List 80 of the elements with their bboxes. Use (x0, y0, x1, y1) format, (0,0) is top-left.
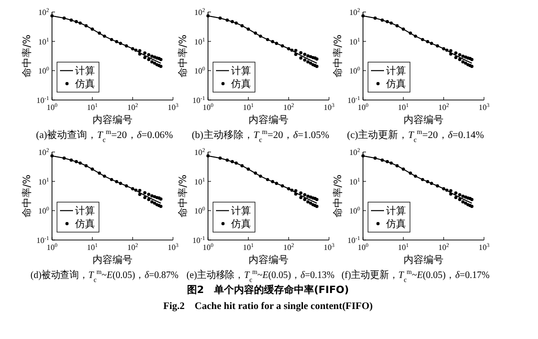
x-axis-title: 内容编号 (92, 114, 132, 126)
legend-label: 仿真 (74, 78, 95, 90)
x-tick-label: 10$^{0}$ (358, 103, 369, 112)
x-tick-label: 10$^{2}$ (438, 243, 450, 252)
x-axis-title: 内容编号 (92, 254, 132, 266)
text: (b)主动移除，T$_{c}$$^{m}$=20，δ=1.05% (192, 128, 330, 144)
y-tick-label: 10$^{-1}$ (36, 96, 50, 105)
y-tick-label: 10$^{1}$ (194, 37, 206, 46)
x-axis-title: 内容编号 (248, 254, 288, 266)
x-tick-label: 10$^{3}$ (324, 243, 335, 252)
y-tick-label: 10$^{-1}$ (347, 236, 360, 245)
legend-label: 计算 (75, 65, 95, 78)
x-tick-label: 10$^{1}$ (398, 103, 409, 112)
y-axis-title: 命中率/% (332, 34, 344, 78)
y-axis-title: 命中率/% (177, 174, 189, 218)
x-tick-label: 10$^{0}$ (46, 243, 58, 252)
legend-label: 计算 (231, 65, 251, 78)
y-tick-label: 10$^{0}$ (194, 66, 206, 76)
caption: 图2 单个内容的缓存命中率(FIFO) (187, 284, 349, 296)
y-axis-title: 命中率/% (177, 34, 189, 78)
x-tick-label: 10$^{3}$ (168, 243, 179, 252)
x-tick-label: 10$^{3}$ (478, 103, 490, 112)
x-tick-label: 10$^{0}$ (46, 103, 58, 112)
legend-label: 计算 (386, 65, 406, 78)
y-tick-label: 10$^{0}$ (349, 66, 360, 76)
x-tick-label: 10$^{0}$ (202, 243, 214, 252)
y-tick-label: 10$^{0}$ (38, 206, 50, 216)
y-tick-label: 10$^{-1}$ (192, 96, 206, 105)
x-axis-title: 内容编号 (404, 254, 444, 266)
y-axis-title: 命中率/% (21, 34, 33, 78)
legend-label: 计算 (386, 205, 406, 218)
x-tick-label: 10$^{1}$ (242, 243, 254, 252)
y-axis-title: 命中率/% (332, 174, 344, 218)
x-tick-label: 10$^{2}$ (283, 243, 294, 252)
y-tick-label: 10$^{1}$ (349, 37, 360, 46)
x-tick-label: 10$^{2}$ (127, 243, 138, 252)
legend-label: 计算 (75, 205, 95, 218)
y-tick-label: 10$^{2}$ (349, 148, 360, 157)
x-tick-label: 10$^{1}$ (398, 243, 409, 252)
y-axis-title: 命中率/% (21, 174, 33, 218)
y-tick-label: 10$^{1}$ (349, 177, 360, 186)
x-tick-label: 10$^{3}$ (168, 103, 179, 112)
x-tick-label: 10$^{2}$ (127, 103, 138, 112)
legend-label: 仿真 (230, 218, 251, 230)
y-tick-label: 10$^{2}$ (194, 8, 206, 17)
x-tick-label: 10$^{1}$ (242, 103, 254, 112)
y-tick-label: 10$^{-1}$ (192, 236, 206, 245)
chart-title: (d)被动查询，T$_{c}$$^{m}$~E(0.05)，δ=0.87% (30, 268, 180, 284)
caption: Fig.2 Cache hit ratio for a single content(FIFO) (163, 301, 373, 312)
text: (a)被动查询，T$_{c}$$^{m}$=20，δ=0.06% (36, 128, 174, 144)
x-tick-label: 10$^{3}$ (324, 103, 335, 112)
y-tick-label: 10$^{0}$ (194, 206, 206, 216)
y-tick-label: 10$^{1}$ (38, 177, 50, 186)
legend-label: 仿真 (230, 78, 251, 90)
x-tick-label: 10$^{2}$ (438, 103, 450, 112)
chart-title: (e)主动移除，T$_{c}$$^{m}$~E(0.05)，δ=0.13% (186, 268, 336, 284)
y-tick-label: 10$^{1}$ (38, 37, 50, 46)
y-tick-label: 10$^{2}$ (38, 8, 50, 17)
y-tick-label: 10$^{2}$ (349, 8, 360, 17)
x-tick-label: 10$^{0}$ (358, 243, 369, 252)
legend-label: 计算 (231, 205, 251, 218)
y-tick-label: 10$^{1}$ (194, 177, 206, 186)
x-tick-label: 10$^{0}$ (202, 103, 214, 112)
x-tick-label: 10$^{1}$ (86, 243, 98, 252)
x-tick-label: 10$^{1}$ (86, 103, 98, 112)
legend-label: 仿真 (385, 78, 406, 90)
y-tick-label: 10$^{0}$ (38, 66, 50, 76)
legend-label: 仿真 (74, 218, 95, 230)
y-tick-label: 10$^{0}$ (349, 206, 360, 216)
x-axis-title: 内容编号 (248, 114, 288, 126)
chart-title: (f)主动更新，T$_{c}$$^{m}$~E(0.05)，δ=0.17% (342, 268, 492, 284)
y-tick-label: 10$^{-1}$ (347, 96, 360, 105)
text: (c)主动更新，T$_{c}$$^{m}$=20，δ=0.14% (346, 128, 484, 144)
y-tick-label: 10$^{2}$ (38, 148, 50, 157)
x-tick-label: 10$^{3}$ (478, 243, 490, 252)
legend-label: 仿真 (385, 218, 406, 230)
y-tick-label: 10$^{-1}$ (36, 236, 50, 245)
y-tick-label: 10$^{2}$ (194, 148, 206, 157)
x-tick-label: 10$^{2}$ (283, 103, 294, 112)
x-axis-title: 内容编号 (404, 114, 444, 126)
